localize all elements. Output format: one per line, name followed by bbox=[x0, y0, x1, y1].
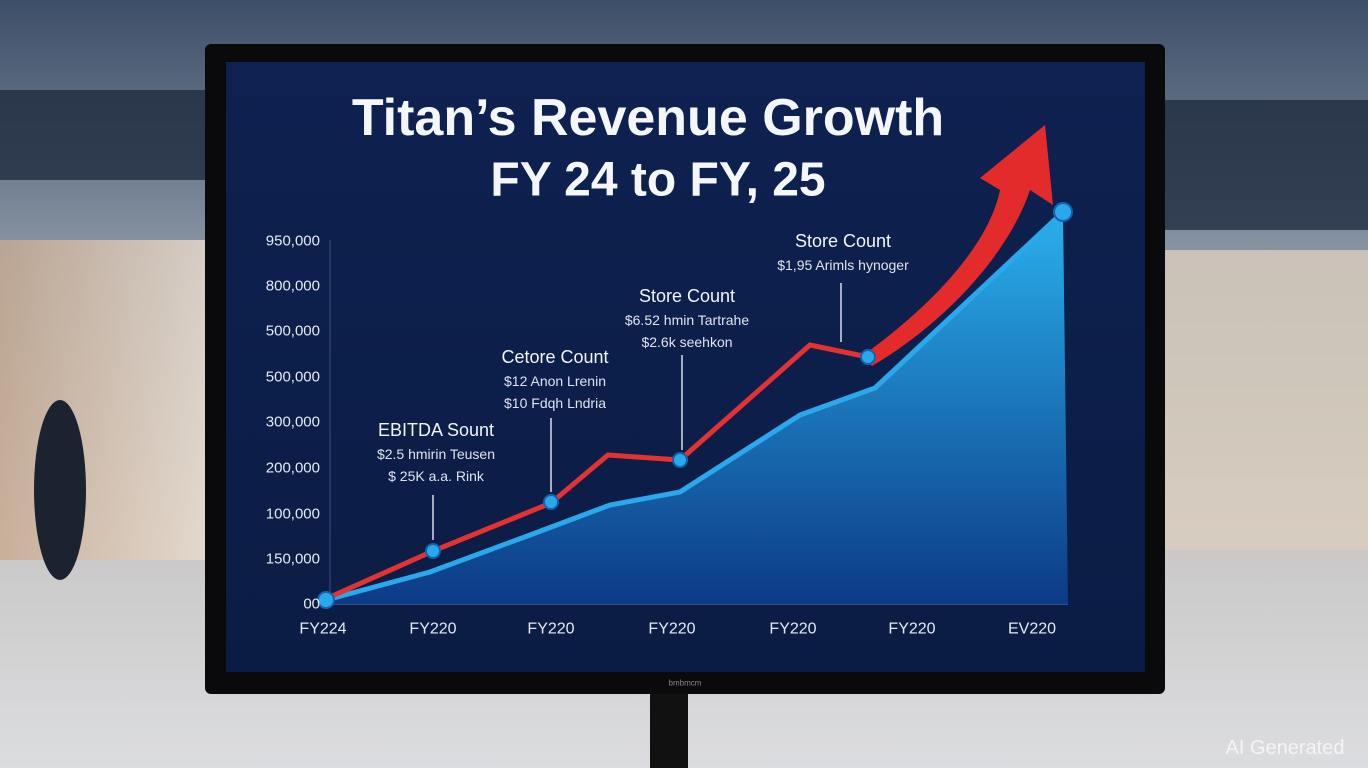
leaders bbox=[432, 283, 842, 540]
annotation-heading: EBITDA Sount bbox=[378, 420, 494, 440]
annotation-line: $6.52 hmin Tartrahe bbox=[625, 312, 749, 328]
annotation-heading: Store Count bbox=[639, 286, 735, 306]
annotation-line: $ 25K a.a. Rink bbox=[388, 468, 485, 484]
title: Titan’s Revenue Growth bbox=[352, 89, 944, 147]
marker bbox=[543, 494, 559, 510]
area bbox=[326, 212, 1068, 604]
markers bbox=[317, 202, 1073, 609]
red-arrow bbox=[862, 125, 1053, 366]
chart bbox=[317, 125, 1073, 609]
marker bbox=[1053, 202, 1073, 222]
annotation-line: $2.5 hmirin Teusen bbox=[377, 446, 495, 462]
x-axis-label: FY224 bbox=[299, 621, 346, 638]
marker bbox=[672, 452, 688, 468]
blue-line bbox=[325, 210, 1065, 603]
annotation-line: $10 Fdqh Lndria bbox=[504, 395, 606, 411]
y-axis-label: 00 bbox=[303, 596, 320, 613]
marker bbox=[425, 543, 441, 559]
x-axis-label: FY220 bbox=[769, 621, 816, 638]
annotation-line: $12 Anon Lrenin bbox=[504, 373, 606, 389]
subtitle: FY 24 to FY, 25 bbox=[490, 154, 825, 207]
watermark: AI Generated bbox=[1226, 737, 1345, 759]
stand bbox=[650, 690, 688, 768]
marker bbox=[860, 349, 876, 365]
x-axis-label: FY220 bbox=[888, 621, 935, 638]
y-axis-label: 100,000 bbox=[266, 506, 320, 523]
x-axis-label: FY220 bbox=[527, 621, 574, 638]
x-axis-label: EV220 bbox=[1008, 621, 1056, 638]
annotation-line: $1,95 Arimls hynoger bbox=[777, 257, 909, 273]
y-axis-label: 800,000 bbox=[266, 278, 320, 295]
shop-right bbox=[1160, 250, 1368, 550]
annotation-heading: Cetore Count bbox=[501, 347, 608, 367]
ceiling-right bbox=[1160, 100, 1368, 230]
y-axis-label: 500,000 bbox=[266, 323, 320, 340]
y-axis-label: 500,000 bbox=[266, 369, 320, 386]
shop-left bbox=[0, 240, 210, 560]
annotation-heading: Store Count bbox=[795, 231, 891, 251]
ceiling-left bbox=[0, 90, 210, 180]
x-axis-label: FY220 bbox=[648, 621, 695, 638]
x-axis-label: FY220 bbox=[409, 621, 456, 638]
y-axis-label: 950,000 bbox=[266, 233, 320, 250]
bezel-brand: bmbmcm bbox=[669, 679, 702, 688]
y-axis-label: 300,000 bbox=[266, 414, 320, 431]
annotation-line: $2.6k seehkon bbox=[641, 334, 732, 350]
y-axis-label: 200,000 bbox=[266, 460, 320, 477]
person bbox=[34, 400, 86, 580]
marker bbox=[317, 591, 335, 609]
y-axis-label: 150,000 bbox=[266, 551, 320, 568]
